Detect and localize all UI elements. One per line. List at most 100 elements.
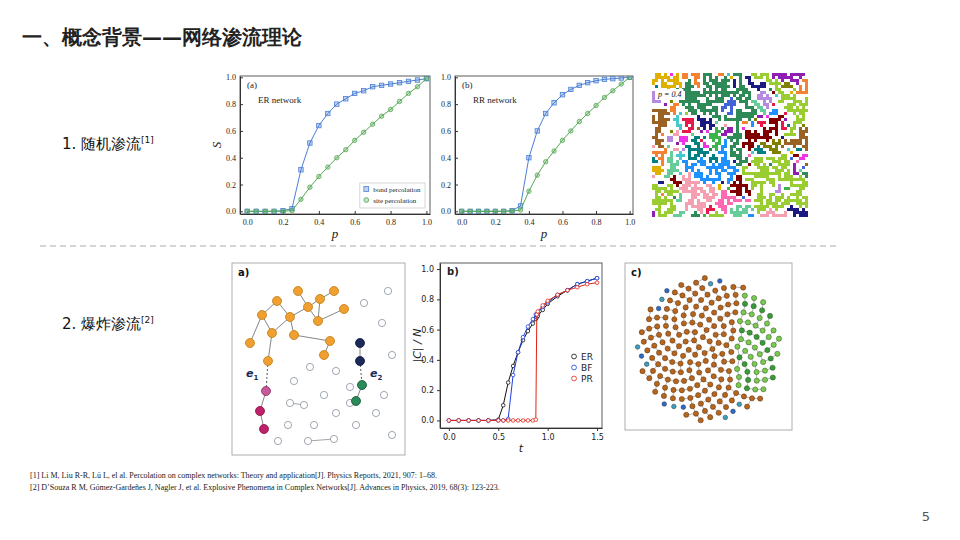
- lattice-site: [790, 193, 793, 196]
- lattice-site: [754, 109, 757, 112]
- lattice-site: [715, 214, 718, 217]
- lattice-site: [733, 85, 736, 88]
- lattice-site: [721, 97, 724, 100]
- lattice-site: [709, 157, 712, 160]
- lattice-site: [691, 169, 694, 172]
- lattice-site: [739, 79, 742, 82]
- lattice-site: [697, 187, 700, 190]
- lattice-site: [748, 97, 751, 100]
- lattice-site: [715, 160, 718, 163]
- lattice-site: [655, 202, 658, 205]
- lattice-site: [733, 94, 736, 97]
- lattice-site: [730, 196, 733, 199]
- data-point: [501, 419, 505, 423]
- lattice-site: [682, 76, 685, 79]
- lattice-site: [697, 145, 700, 148]
- edge-index: 1: [253, 374, 258, 382]
- lattice-site: [658, 121, 661, 124]
- lattice-site: [802, 130, 805, 133]
- lattice-site: [688, 82, 691, 85]
- lattice-site: [772, 139, 775, 142]
- lattice-site: [736, 124, 739, 127]
- legend-entry: BF: [572, 363, 593, 373]
- lattice-site: [781, 85, 784, 88]
- lattice-site: [682, 184, 685, 187]
- tick-label: 0.2: [441, 181, 451, 190]
- lattice-site: [685, 106, 688, 109]
- lattice-site: [799, 193, 802, 196]
- lattice-site: [697, 136, 700, 139]
- lattice-site: [721, 151, 724, 154]
- data-point: [560, 93, 564, 97]
- lattice-site: [688, 118, 691, 121]
- lattice-site: [691, 190, 694, 193]
- lattice-site: [697, 76, 700, 79]
- lattice-site: [655, 208, 658, 211]
- lattice-site: [652, 91, 655, 94]
- data-point: [370, 85, 374, 89]
- lattice-site: [790, 106, 793, 109]
- lattice-site: [799, 112, 802, 115]
- plot-area: [447, 276, 599, 422]
- data-point: [468, 209, 472, 213]
- lattice-site: [793, 166, 796, 169]
- lattice-site: [715, 109, 718, 112]
- lattice-site: [709, 121, 712, 124]
- lattice-site: [709, 169, 712, 172]
- lattice-site: [751, 187, 754, 190]
- lattice-site: [757, 85, 760, 88]
- lattice-site: [781, 136, 784, 139]
- lattice-site: [754, 136, 757, 139]
- lattice-site: [769, 193, 772, 196]
- data-point: [627, 76, 631, 80]
- lattice-site: [775, 214, 778, 217]
- lattice-site: [778, 118, 781, 121]
- lattice-site: [766, 145, 769, 148]
- lattice-site: [760, 169, 763, 172]
- lattice-site: [793, 97, 796, 100]
- lattice-site: [781, 79, 784, 82]
- lattice-site: [685, 112, 688, 115]
- lattice-site: [775, 79, 778, 82]
- lattice-site: [682, 178, 685, 181]
- lattice-site: [769, 202, 772, 205]
- lattice-site: [697, 94, 700, 97]
- node: [388, 431, 395, 438]
- lattice-site: [769, 130, 772, 133]
- tick: 0.8: [386, 211, 396, 227]
- lattice-site: [703, 196, 706, 199]
- lattice-site: [745, 178, 748, 181]
- tick: 0.6: [226, 127, 243, 136]
- lattice-site: [667, 160, 670, 163]
- lattice-site: [769, 211, 772, 214]
- section-label: 1. 随机渗流[1]: [62, 135, 154, 153]
- lattice-site: [670, 79, 673, 82]
- lattice-site: [751, 100, 754, 103]
- lattice-site: [697, 175, 700, 178]
- data-point: [510, 209, 514, 213]
- tick-label: 0.4: [314, 218, 324, 227]
- lattice-site: [670, 199, 673, 202]
- data-point: [493, 209, 497, 213]
- lattice-site: [709, 79, 712, 82]
- lattice-site: [748, 82, 751, 85]
- data-point: [476, 209, 480, 213]
- lattice-site: [760, 172, 763, 175]
- tick-mark: [240, 211, 243, 212]
- lattice-site: [772, 184, 775, 187]
- lattice-site: [781, 154, 784, 157]
- lattice-site: [703, 124, 706, 127]
- panel-label: b): [447, 266, 459, 277]
- lattice-site: [739, 193, 742, 196]
- lattice-site: [730, 130, 733, 133]
- lattice-site: [655, 184, 658, 187]
- lattice-site: [799, 103, 802, 106]
- lattice-site: [694, 94, 697, 97]
- lattice-site: [763, 103, 766, 106]
- lattice-site: [751, 181, 754, 184]
- lattice-site: [706, 73, 709, 76]
- lattice-site: [736, 136, 739, 139]
- lattice-site: [682, 148, 685, 151]
- node: [268, 329, 277, 338]
- lattice-site: [715, 79, 718, 82]
